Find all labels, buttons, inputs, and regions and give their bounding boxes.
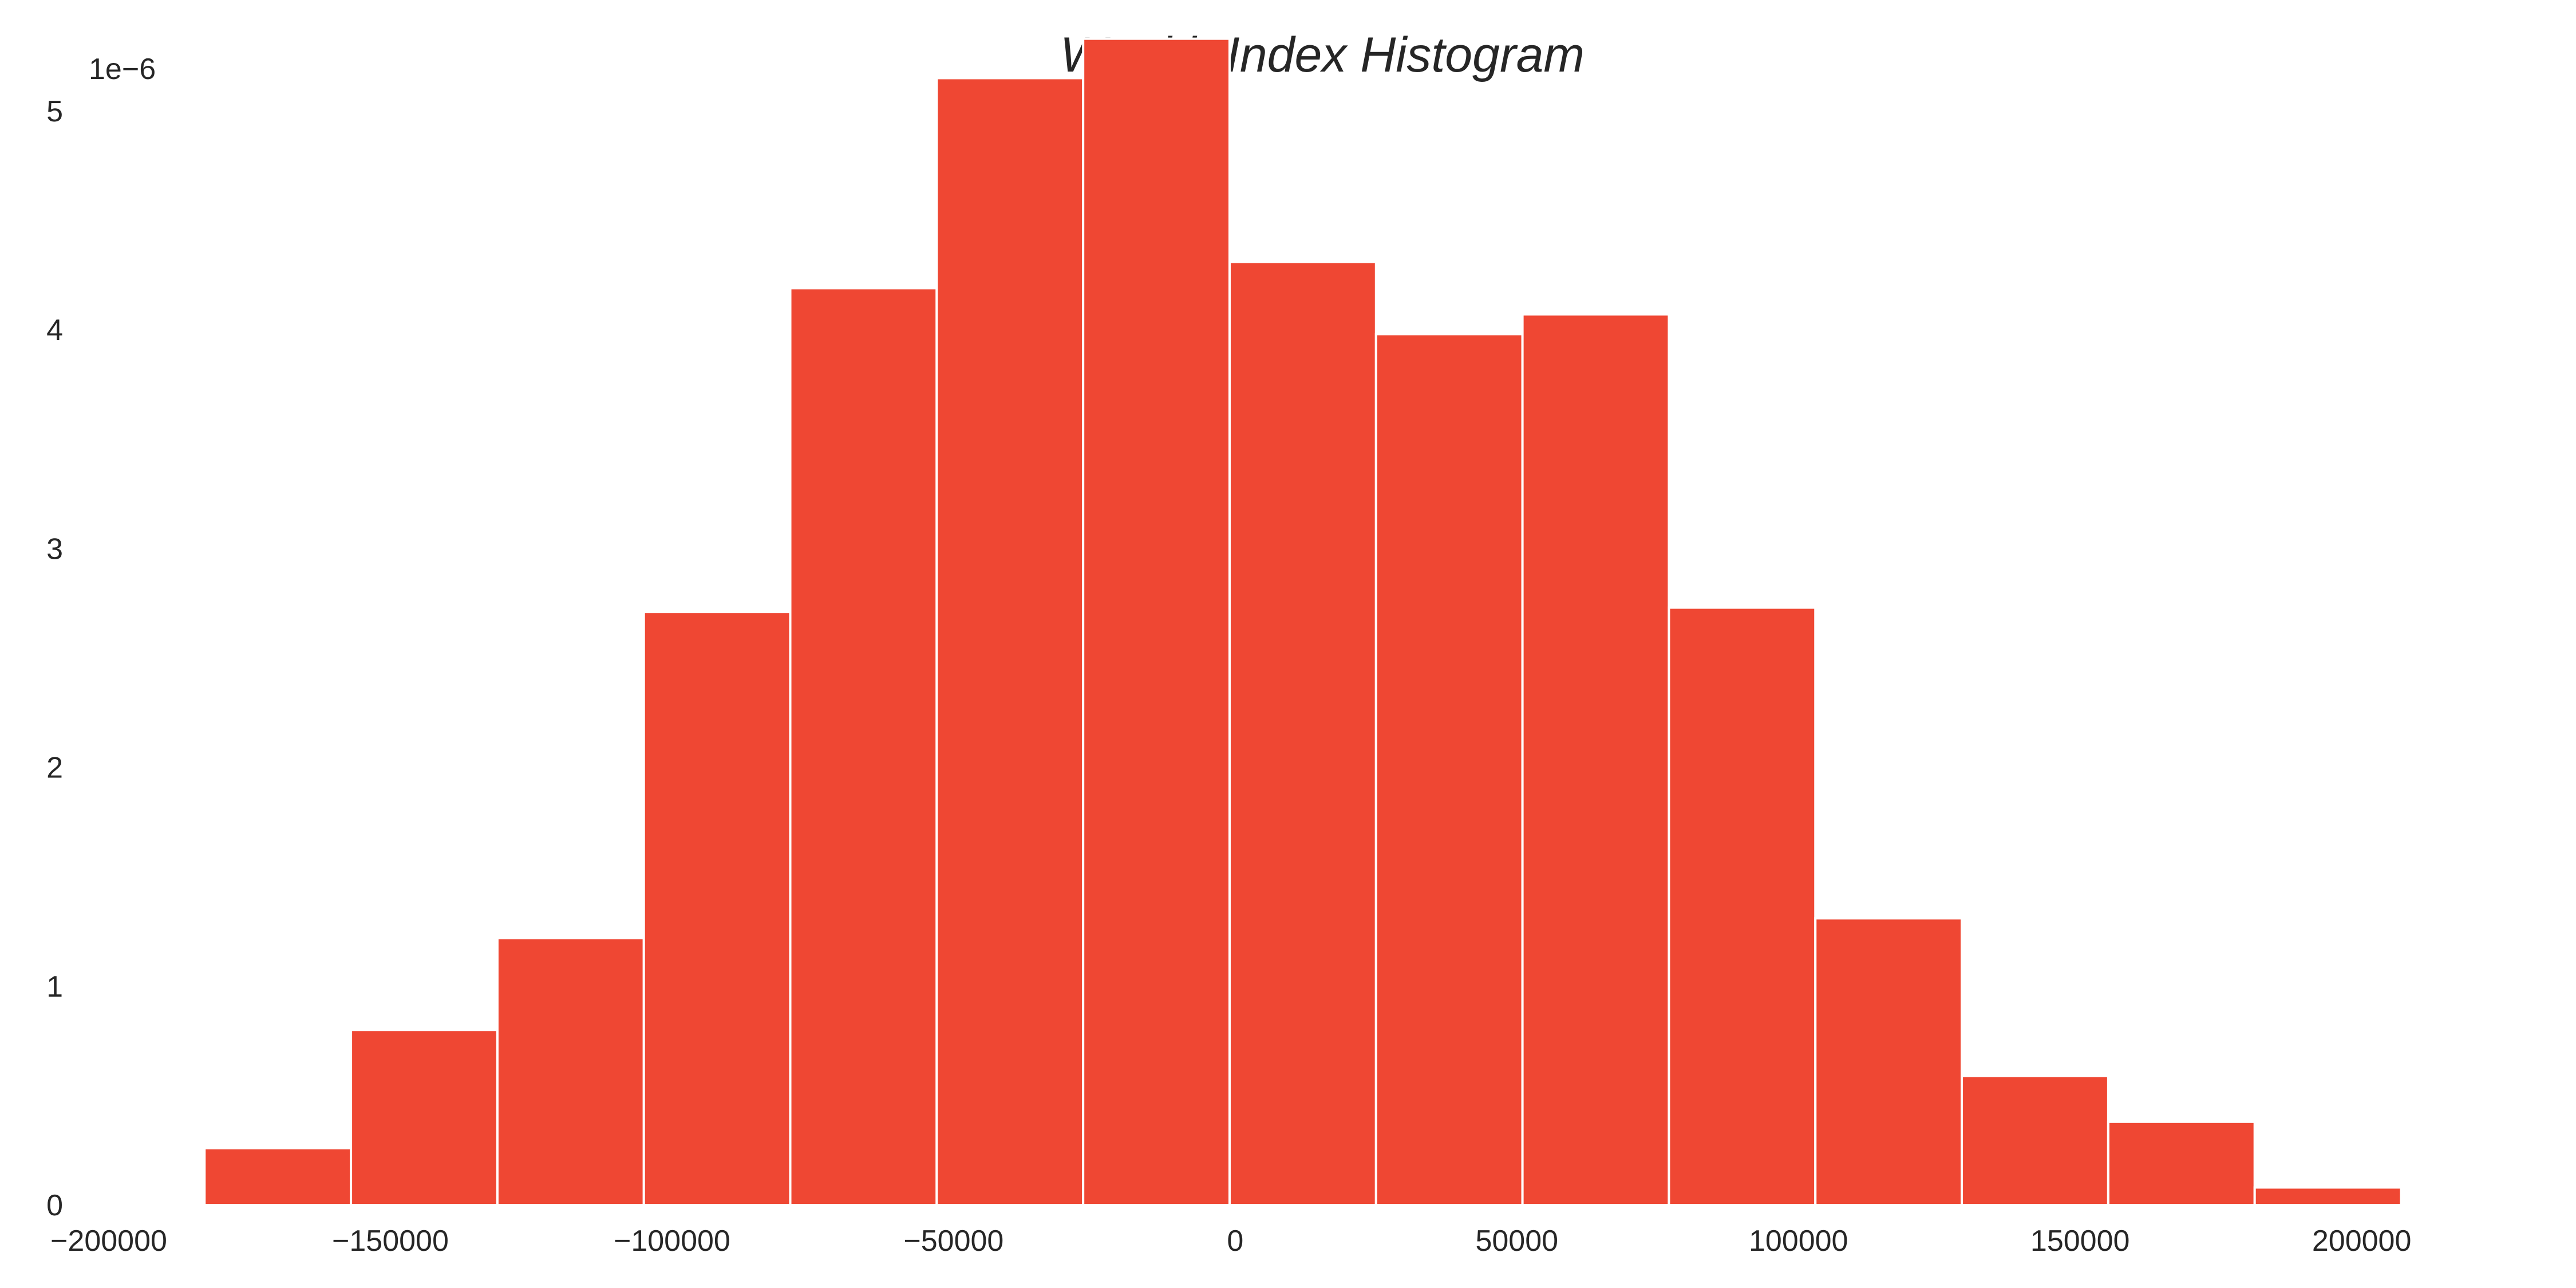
x-tick-label: −150000: [332, 1224, 449, 1258]
histogram-bars: [203, 37, 2403, 1207]
y-axis-offset-label: 1e−6: [89, 53, 156, 86]
histogram-bar: [1668, 606, 1817, 1206]
y-tick-label: 0: [46, 1189, 63, 1222]
y-axis-tick-labels: 0 1 2 3 4 5: [46, 95, 63, 1222]
histogram-bar: [1814, 917, 1963, 1207]
y-tick-label: 4: [46, 314, 63, 347]
y-tick-label: 1: [46, 970, 63, 1003]
histogram-bar: [1961, 1074, 2109, 1207]
x-tick-label: 150000: [2030, 1224, 2130, 1258]
histogram-bar: [2107, 1120, 2256, 1207]
y-tick-label: 3: [46, 532, 63, 566]
x-tick-label: −100000: [614, 1224, 730, 1258]
x-tick-label: −200000: [50, 1224, 167, 1258]
histogram-bar: [1374, 333, 1524, 1207]
histogram-bar: [1082, 37, 1231, 1206]
histogram-bar: [2253, 1186, 2403, 1207]
x-tick-label: −50000: [903, 1224, 1003, 1258]
x-tick-label: 0: [1227, 1224, 1243, 1258]
x-axis-tick-labels: −200000 −150000 −100000 −50000 0 50000 100000 1…: [50, 1224, 2411, 1258]
x-tick-label: 200000: [2312, 1224, 2412, 1258]
x-tick-label: 50000: [1475, 1224, 1558, 1258]
histogram-bar: [203, 1147, 353, 1206]
histogram-bar: [642, 611, 792, 1206]
histogram-bar: [1521, 313, 1670, 1207]
y-tick-label: 2: [46, 752, 63, 785]
histogram-bar: [935, 77, 1085, 1206]
histogram-bar: [1228, 260, 1377, 1206]
histogram-bar: [350, 1029, 499, 1206]
y-tick-label: 5: [46, 95, 63, 128]
x-tick-label: 100000: [1749, 1224, 1848, 1258]
histogram-bar: [789, 287, 938, 1206]
histogram-bar: [496, 937, 645, 1207]
